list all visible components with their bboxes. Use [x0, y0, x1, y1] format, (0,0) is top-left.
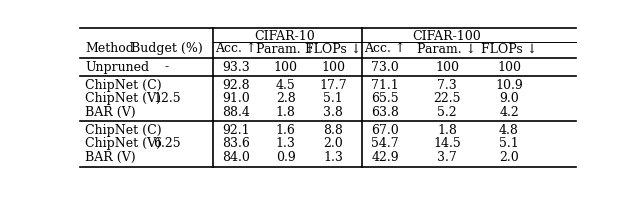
Text: 4.8: 4.8 [499, 124, 519, 137]
Text: 5.1: 5.1 [323, 92, 343, 105]
Text: Unpruned: Unpruned [85, 61, 149, 74]
Text: 100: 100 [497, 61, 521, 74]
Text: 100: 100 [274, 61, 298, 74]
Text: 12.5: 12.5 [153, 92, 180, 105]
Text: 3.7: 3.7 [437, 151, 457, 164]
Text: Acc. ↑: Acc. ↑ [364, 42, 406, 55]
Text: 22.5: 22.5 [433, 92, 461, 105]
Text: 63.8: 63.8 [371, 106, 399, 119]
Text: 91.0: 91.0 [222, 92, 250, 105]
Text: 10.9: 10.9 [495, 79, 523, 92]
Text: CIFAR-10: CIFAR-10 [254, 30, 315, 43]
Text: 1.6: 1.6 [276, 124, 296, 137]
Text: 2.0: 2.0 [323, 137, 343, 150]
Text: 100: 100 [435, 61, 459, 74]
Text: 9.0: 9.0 [499, 92, 519, 105]
Text: Method: Method [85, 42, 134, 55]
Text: 71.1: 71.1 [371, 79, 399, 92]
Text: Param. ↓: Param. ↓ [417, 42, 477, 55]
Text: -: - [164, 61, 169, 74]
Text: 42.9: 42.9 [371, 151, 399, 164]
Text: 1.3: 1.3 [323, 151, 343, 164]
Text: 4.2: 4.2 [499, 106, 519, 119]
Text: 93.3: 93.3 [222, 61, 250, 74]
Text: 3.8: 3.8 [323, 106, 343, 119]
Text: 88.4: 88.4 [222, 106, 250, 119]
Text: FLOPs ↓: FLOPs ↓ [305, 42, 361, 55]
Text: 67.0: 67.0 [371, 124, 399, 137]
Text: Param. ↓: Param. ↓ [256, 42, 316, 55]
Text: ChipNet (V): ChipNet (V) [85, 92, 161, 105]
Text: 7.3: 7.3 [437, 79, 457, 92]
Text: BAR (V): BAR (V) [85, 151, 136, 164]
Text: 17.7: 17.7 [319, 79, 347, 92]
Text: CIFAR-100: CIFAR-100 [413, 30, 481, 43]
Text: 0.9: 0.9 [276, 151, 296, 164]
Text: ChipNet (C): ChipNet (C) [85, 124, 161, 137]
Text: ChipNet (V): ChipNet (V) [85, 137, 161, 150]
Text: 54.7: 54.7 [371, 137, 399, 150]
Text: 8.8: 8.8 [323, 124, 343, 137]
Text: 1.8: 1.8 [437, 124, 457, 137]
Text: ChipNet (C): ChipNet (C) [85, 79, 161, 92]
Text: FLOPs ↓: FLOPs ↓ [481, 42, 537, 55]
Text: 83.6: 83.6 [222, 137, 250, 150]
Text: 84.0: 84.0 [222, 151, 250, 164]
Text: 73.0: 73.0 [371, 61, 399, 74]
Text: Acc. ↑: Acc. ↑ [216, 42, 257, 55]
Text: Budget (%): Budget (%) [131, 42, 203, 55]
Text: 6.25: 6.25 [153, 137, 180, 150]
Text: 14.5: 14.5 [433, 137, 461, 150]
Text: 65.5: 65.5 [371, 92, 399, 105]
Text: 2.0: 2.0 [499, 151, 519, 164]
Text: 5.2: 5.2 [437, 106, 457, 119]
Text: 1.8: 1.8 [276, 106, 296, 119]
Text: 2.8: 2.8 [276, 92, 296, 105]
Text: 92.1: 92.1 [223, 124, 250, 137]
Text: 92.8: 92.8 [223, 79, 250, 92]
Text: 5.1: 5.1 [499, 137, 519, 150]
Text: 4.5: 4.5 [276, 79, 296, 92]
Text: 100: 100 [321, 61, 345, 74]
Text: 1.3: 1.3 [276, 137, 296, 150]
Text: BAR (V): BAR (V) [85, 106, 136, 119]
